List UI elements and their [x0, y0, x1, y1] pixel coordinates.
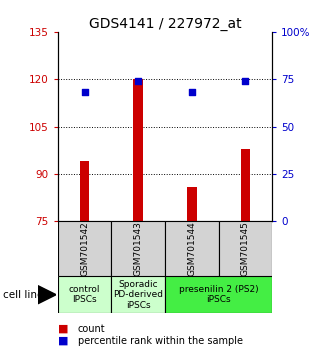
Text: cell line: cell line — [3, 290, 44, 300]
Text: GSM701543: GSM701543 — [134, 221, 143, 276]
Bar — [58, 276, 112, 313]
Bar — [241, 149, 250, 221]
Point — [82, 90, 87, 95]
Bar — [165, 276, 272, 313]
Point — [189, 90, 194, 95]
Bar — [218, 221, 272, 276]
Point — [243, 78, 248, 84]
Text: ■: ■ — [58, 336, 68, 346]
Text: GSM701545: GSM701545 — [241, 221, 250, 276]
Text: presenilin 2 (PS2)
iPSCs: presenilin 2 (PS2) iPSCs — [179, 285, 258, 304]
Bar — [112, 221, 165, 276]
Bar — [80, 161, 89, 221]
Bar — [165, 221, 218, 276]
Point — [136, 78, 141, 84]
Text: percentile rank within the sample: percentile rank within the sample — [78, 336, 243, 346]
Bar — [187, 187, 197, 221]
Bar — [133, 79, 143, 221]
Text: GSM701544: GSM701544 — [187, 221, 196, 276]
Text: control
IPSCs: control IPSCs — [69, 285, 100, 304]
Polygon shape — [38, 286, 56, 304]
Text: count: count — [78, 324, 105, 334]
Text: GSM701542: GSM701542 — [80, 221, 89, 276]
Title: GDS4141 / 227972_at: GDS4141 / 227972_at — [89, 17, 241, 31]
Text: Sporadic
PD-derived
iPSCs: Sporadic PD-derived iPSCs — [113, 280, 163, 310]
Text: ■: ■ — [58, 324, 68, 334]
Bar — [58, 221, 112, 276]
Bar — [112, 276, 165, 313]
